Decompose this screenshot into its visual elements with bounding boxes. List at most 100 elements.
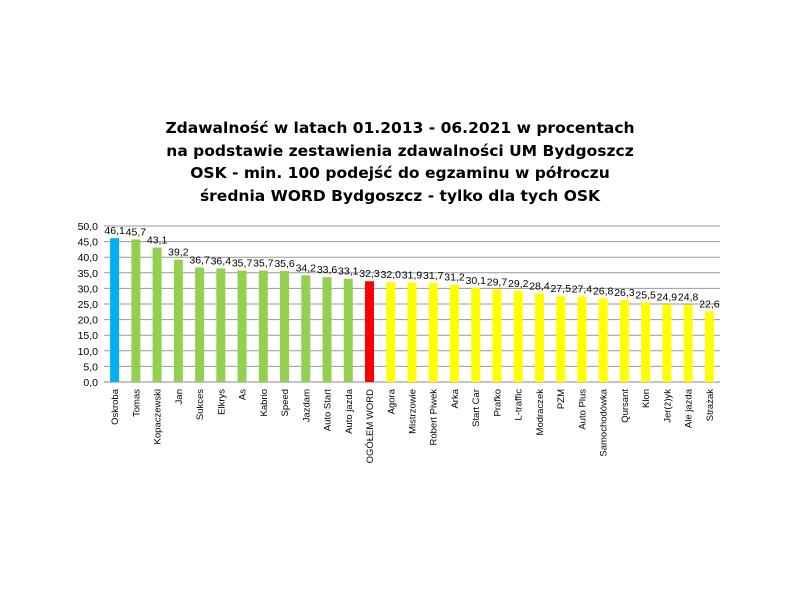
- x-tick-label: Jazdam: [301, 389, 312, 422]
- data-label: 31,9: [402, 269, 423, 281]
- data-label: 35,7: [232, 258, 253, 270]
- bar: [173, 259, 183, 382]
- data-label: 27,5: [550, 283, 571, 295]
- bar: [131, 239, 141, 382]
- bar: [492, 289, 502, 382]
- x-tick-label: Start Car: [471, 389, 482, 427]
- data-label: 45,7: [126, 226, 147, 238]
- bar: [513, 290, 523, 382]
- bar: [534, 293, 544, 382]
- x-tick-label: Auto Plus: [577, 389, 588, 430]
- data-label: 35,6: [274, 258, 295, 270]
- bar: [365, 281, 375, 382]
- x-tick-label: Oskroba: [110, 388, 121, 425]
- x-tick-label: Strażak: [705, 389, 716, 421]
- y-tick-label: 25,0: [78, 299, 99, 311]
- bar: [662, 304, 672, 382]
- x-tick-label: Prafko: [492, 389, 503, 416]
- y-tick-label: 20,0: [78, 315, 99, 327]
- data-label: 31,7: [423, 270, 444, 282]
- x-tick-label: As: [238, 389, 249, 400]
- bar: [386, 282, 396, 382]
- bar: [237, 270, 247, 382]
- data-label: 26,3: [614, 287, 635, 299]
- x-tick-label: Agora: [386, 388, 397, 414]
- x-tick-label: Speed: [280, 389, 291, 416]
- x-tick-label: Kabrio: [259, 389, 270, 416]
- data-label: 29,2: [508, 278, 529, 290]
- x-tick-label: Elkrys: [216, 389, 227, 415]
- data-label: 36,4: [211, 255, 232, 267]
- bar: [704, 311, 714, 382]
- x-tick-label: OGÓŁEM WORD: [365, 389, 376, 464]
- x-tick-label: Robert Piwek: [429, 389, 440, 446]
- data-label: 22,6: [699, 298, 720, 310]
- data-label: 39,2: [168, 247, 189, 259]
- y-tick-label: 15,0: [78, 330, 99, 342]
- bar: [110, 238, 120, 382]
- x-tick-label: L-traffic: [514, 389, 525, 421]
- x-tick-label: PZM: [556, 389, 567, 409]
- bar: [322, 277, 332, 382]
- x-tick-label: Arka: [450, 388, 461, 408]
- y-tick-label: 30,0: [78, 283, 99, 295]
- x-tick-label: Qursant: [620, 389, 631, 423]
- y-tick-label: 40,0: [78, 252, 99, 264]
- x-tick-label: Samochodówka: [599, 388, 610, 456]
- y-tick-label: 10,0: [78, 346, 99, 358]
- title-line-2: na podstawie zestawienia zdawalności UM …: [166, 141, 634, 160]
- bar: [301, 275, 311, 382]
- data-label: 33,6: [317, 264, 338, 276]
- title-line-3: OSK - min. 100 podejść do egzaminu w pół…: [190, 164, 610, 182]
- data-label: 33,1: [338, 266, 359, 278]
- x-tick-label: Ale jazda: [684, 388, 695, 428]
- data-label: 28,4: [529, 280, 550, 292]
- bar: [280, 270, 290, 382]
- title-line-1: Zdawalność w latach 01.2013 - 06.2021 w …: [165, 119, 635, 137]
- bar: [343, 278, 353, 382]
- data-label: 25,5: [635, 289, 656, 301]
- data-label: 46,1: [104, 225, 125, 237]
- x-tick-label: Modraczek: [535, 389, 546, 436]
- chart-title: Zdawalność w latach 01.2013 - 06.2021 w …: [0, 117, 800, 207]
- bar: [556, 296, 566, 382]
- data-label: 29,7: [487, 276, 508, 288]
- data-label: 24,8: [678, 292, 699, 304]
- title-line-4: średnia WORD Bydgoszcz - tylko dla tych …: [199, 186, 601, 205]
- bar: [641, 302, 651, 382]
- y-tick-label: 5,0: [83, 361, 98, 373]
- data-label: 27,4: [572, 284, 593, 296]
- bar: [216, 268, 226, 382]
- x-tick-label: Auto Start: [323, 389, 334, 432]
- y-tick-label: 0,0: [83, 377, 98, 389]
- y-tick-label: 45,0: [78, 237, 99, 249]
- bar: [407, 282, 417, 382]
- data-label: 26,8: [593, 285, 614, 297]
- bar: [195, 267, 205, 382]
- bar: [258, 270, 268, 382]
- x-tick-label: Jer(ż)yk: [662, 389, 673, 423]
- data-label: 30,1: [466, 275, 487, 287]
- bar: [577, 296, 587, 382]
- data-label: 32,3: [359, 268, 380, 280]
- bar: [152, 247, 162, 382]
- bar: [619, 299, 629, 382]
- x-tick-label: Klon: [641, 389, 652, 408]
- data-label: 35,7: [253, 258, 274, 270]
- x-tick-label: Kopaczewski: [153, 389, 164, 444]
- data-label: 43,1: [147, 235, 168, 247]
- bar: [428, 283, 438, 382]
- bar: [449, 284, 459, 382]
- data-label: 24,9: [657, 291, 678, 303]
- x-tick-label: Sukces: [195, 389, 206, 420]
- x-tick-label: Tomas: [131, 389, 142, 417]
- data-label: 34,2: [296, 262, 317, 274]
- data-label: 32,0: [381, 269, 402, 281]
- bar: [471, 288, 481, 382]
- x-tick-label: Mistrzowie: [408, 389, 419, 434]
- x-tick-label: Auto jazda: [344, 388, 355, 434]
- bar: [598, 298, 608, 382]
- x-tick-label: Jan: [174, 389, 185, 404]
- y-tick-label: 50,0: [78, 221, 99, 233]
- data-label: 31,2: [444, 272, 465, 284]
